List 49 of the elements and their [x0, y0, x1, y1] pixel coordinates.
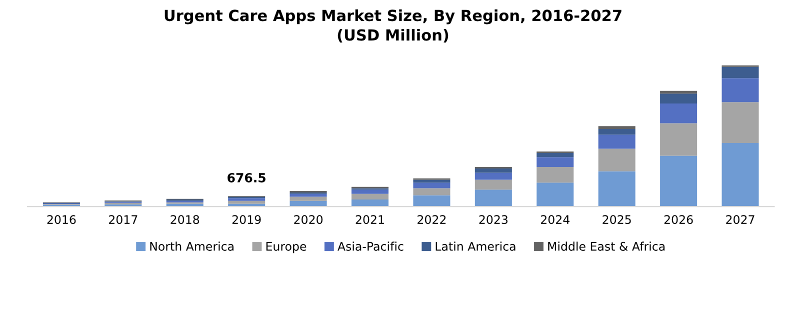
bar [413, 188, 450, 196]
x-tick-label: 2022 [418, 215, 446, 224]
bar [474, 172, 512, 180]
chart-title: Urgent Care Apps Market Size, By Region, 2016-2027 (USD Million) [164, 9, 622, 43]
x-tick-label: 2018 [170, 215, 200, 224]
x-tick-label: 2020 [294, 215, 323, 224]
legend-label: Middle East & Africa [548, 242, 665, 251]
x-tick-label: 2021 [356, 215, 384, 224]
bar [598, 148, 636, 172]
x-tick-label: 2019 [232, 215, 261, 224]
bar [722, 78, 759, 102]
bar [722, 102, 759, 144]
legend-label: North America [150, 242, 234, 251]
x-tick-label: 2017 [109, 215, 138, 224]
bar [660, 104, 698, 124]
bar [536, 157, 574, 168]
bar [660, 156, 698, 207]
legend-label: Latin America [436, 242, 516, 251]
bar [536, 167, 574, 183]
legend-label: Europe [266, 242, 306, 254]
bar [351, 194, 389, 200]
bar [722, 66, 759, 78]
bar [413, 195, 450, 207]
bar [474, 180, 512, 190]
bar [413, 182, 450, 188]
bar [351, 200, 389, 207]
bar [228, 200, 266, 204]
bar [228, 198, 266, 201]
x-tick-label: 2026 [664, 215, 693, 224]
bar [474, 168, 512, 173]
bar [598, 126, 636, 129]
bar [351, 190, 389, 194]
annotation: 676.5 [228, 173, 266, 182]
x-tick-label: 2023 [479, 215, 508, 224]
bar [598, 128, 636, 135]
bar [536, 152, 574, 158]
x-tick-label: 2027 [726, 215, 754, 224]
x-tick-label: 2025 [602, 215, 631, 224]
legend-label: Asia-Pacific [338, 242, 404, 251]
bar [660, 94, 698, 104]
bar [598, 134, 636, 149]
bar [722, 143, 759, 207]
bar [536, 182, 574, 207]
x-tick-label: 2024 [540, 215, 570, 224]
bar [598, 171, 636, 207]
x-tick-label: 2016 [47, 215, 76, 224]
bar [290, 196, 327, 201]
bar [474, 190, 512, 207]
bar [660, 123, 698, 156]
